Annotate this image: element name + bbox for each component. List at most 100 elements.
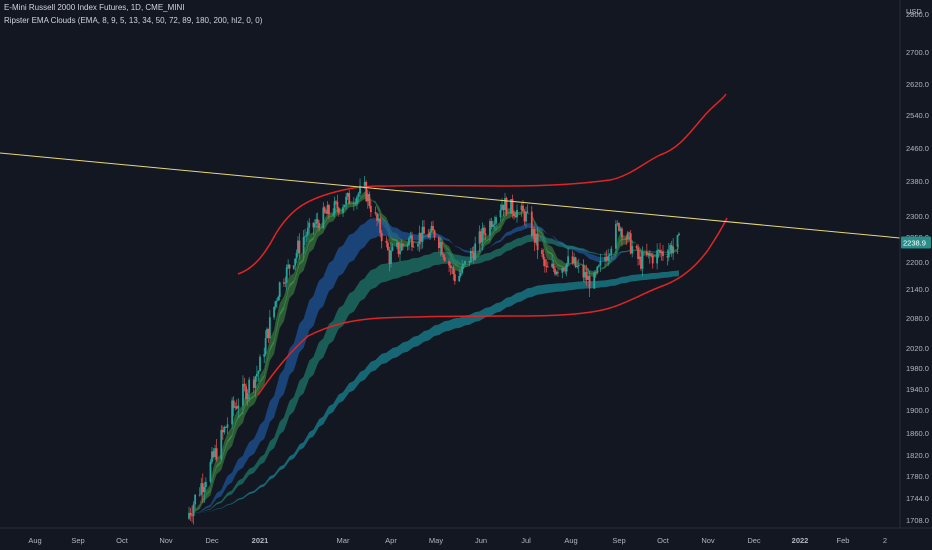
candle [268, 309, 271, 340]
candle [499, 204, 502, 223]
candle [448, 258, 450, 273]
x-tick-label: 2021 [252, 536, 269, 545]
candle [565, 262, 568, 277]
candle [288, 264, 291, 276]
candle [430, 221, 433, 233]
candle [257, 370, 260, 382]
y-tick-label: 2800.0 [906, 10, 929, 19]
x-tick-label: Mar [337, 536, 350, 545]
candle [464, 260, 466, 268]
candle [427, 229, 430, 238]
candle [670, 240, 673, 258]
x-tick-label: Dec [747, 536, 761, 545]
candle [582, 259, 585, 283]
candle [273, 306, 275, 320]
x-tick-label: Sep [612, 536, 625, 545]
candle [200, 477, 203, 497]
y-tick-label: 2620.0 [906, 80, 929, 89]
candle [325, 209, 328, 214]
y-tick-label: 1940.0 [906, 385, 929, 394]
candle [604, 252, 606, 267]
candle [374, 206, 377, 216]
x-tick-label: Dec [205, 536, 219, 545]
candle [342, 204, 344, 217]
candle [672, 238, 675, 260]
time-axis[interactable]: Aug Sep Oct Nov Dec 2021 Mar Apr May Jun Jul Aug Sep… [28, 536, 887, 545]
candle [597, 264, 600, 268]
candle [377, 213, 380, 224]
candle [608, 253, 611, 262]
candle [231, 397, 234, 429]
ema-cloud-34-50 [189, 218, 679, 514]
resistance-trendline[interactable] [0, 152, 901, 239]
candle [453, 269, 456, 285]
candle [621, 226, 623, 247]
candle [641, 246, 644, 277]
candle [660, 249, 663, 261]
candle [637, 244, 639, 266]
lower-channel-line[interactable] [257, 217, 728, 396]
candle [551, 254, 554, 269]
candle [443, 254, 446, 263]
ema-cloud-8-9 [189, 194, 679, 514]
candle [505, 196, 508, 217]
candle [599, 253, 602, 272]
candle [452, 265, 455, 281]
candle [316, 212, 319, 229]
y-tick-label: 2300.0 [906, 212, 929, 221]
channel-lines [237, 93, 728, 396]
candle [243, 377, 246, 392]
candle [256, 365, 258, 383]
x-tick-label: Nov [701, 536, 715, 545]
candle [554, 265, 556, 277]
candle [209, 459, 212, 484]
candle [305, 231, 308, 243]
candle [631, 240, 634, 258]
candle [647, 252, 650, 259]
candle [191, 505, 193, 523]
candle [264, 330, 267, 357]
candle [259, 354, 261, 372]
upper-channel-line[interactable] [237, 93, 727, 275]
candle [283, 278, 285, 287]
candle [458, 268, 461, 283]
candle [214, 444, 216, 461]
price-axis[interactable]: 2800.0 2700.0 2620.0 2540.0 2460.0 2380.0 2300… [906, 10, 929, 525]
candle [304, 228, 306, 245]
candle [571, 250, 574, 265]
indicator-label[interactable]: Ripster EMA Clouds (EMA, 8, 9, 5, 13, 34… [4, 16, 263, 25]
candle [235, 399, 238, 410]
candle [536, 227, 539, 259]
candle [468, 260, 471, 267]
candle [356, 195, 358, 210]
candle [561, 267, 564, 279]
y-tick-label: 2020.0 [906, 344, 929, 353]
candle [215, 439, 218, 462]
candle [379, 214, 382, 238]
candle [308, 217, 311, 234]
candle [357, 191, 360, 203]
candle [520, 203, 523, 217]
candle [354, 198, 357, 206]
candle [313, 219, 316, 231]
ema-clouds [189, 191, 679, 514]
last-price-value: 2238.9 [903, 239, 926, 248]
candle [263, 347, 266, 364]
candle [198, 487, 201, 497]
y-tick-label: 1820.0 [906, 451, 929, 460]
candle [535, 233, 538, 246]
candle [662, 244, 664, 261]
trendline[interactable] [0, 152, 901, 239]
candle [194, 494, 197, 510]
candle [292, 264, 295, 271]
candle [577, 258, 580, 274]
ema-cloud-72-89 [189, 234, 679, 514]
candle [574, 256, 577, 269]
candle [573, 252, 575, 266]
candle [336, 194, 339, 213]
last-price-tag: 2238.9 [901, 236, 931, 249]
candle [480, 229, 482, 246]
candle [245, 383, 247, 403]
candle [459, 269, 462, 278]
